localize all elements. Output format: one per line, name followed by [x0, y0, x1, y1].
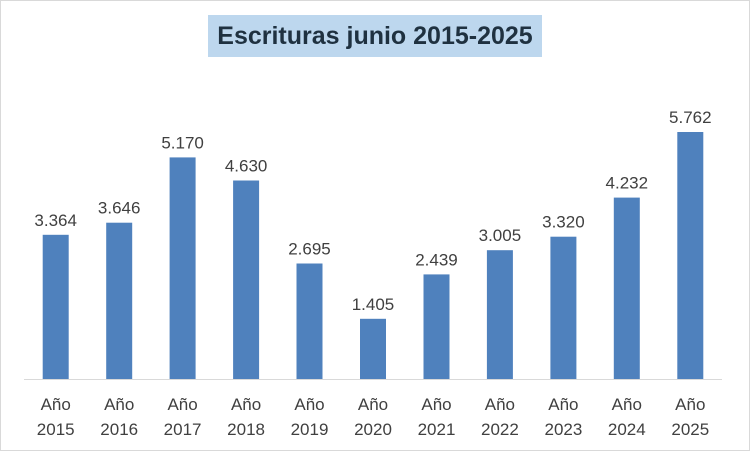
- category-label-4: Año 2019: [291, 395, 329, 439]
- category-label-5: Año 2020: [354, 395, 392, 439]
- data-label-9: 4.232: [606, 174, 649, 193]
- bar-5: [360, 318, 386, 379]
- bar-10: [677, 132, 704, 379]
- category-label-0: Año 2015: [37, 395, 75, 439]
- bar-9: [613, 197, 640, 379]
- data-label-7: 3.005: [479, 226, 522, 245]
- bar-7: [486, 250, 513, 379]
- category-label-10: Año 2025: [671, 395, 709, 439]
- bar-0: [42, 234, 69, 379]
- category-label-3: Año 2018: [227, 395, 265, 439]
- bar-3: [233, 180, 260, 379]
- bar-8: [550, 236, 577, 379]
- data-label-10: 5.762: [669, 108, 712, 127]
- data-label-5: 1.405: [352, 295, 395, 314]
- chart-title: Escrituras junio 2015-2025: [208, 15, 542, 57]
- bar-1: [106, 222, 133, 379]
- data-label-6: 2.439: [415, 250, 458, 269]
- category-label-1: Año 2016: [100, 395, 138, 439]
- category-label-7: Año 2022: [481, 395, 519, 439]
- data-label-0: 3.364: [34, 211, 77, 230]
- data-label-3: 4.630: [225, 157, 268, 176]
- bar-4: [296, 263, 323, 379]
- data-label-2: 5.170: [161, 133, 204, 152]
- data-label-4: 2.695: [288, 240, 331, 259]
- category-label-8: Año 2023: [544, 395, 582, 439]
- category-label-6: Año 2021: [418, 395, 456, 439]
- data-label-1: 3.646: [98, 199, 141, 218]
- data-label-8: 3.320: [542, 213, 585, 232]
- category-label-9: Año 2024: [608, 395, 646, 439]
- category-label-2: Año 2017: [164, 395, 202, 439]
- bar-6: [423, 274, 450, 379]
- bar-2: [169, 157, 196, 379]
